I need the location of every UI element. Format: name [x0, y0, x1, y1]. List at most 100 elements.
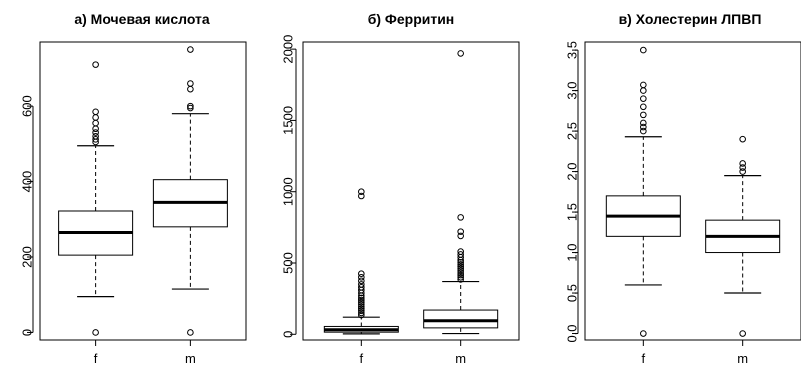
outlier-point: [358, 296, 365, 304]
y-tick-label: 2.0: [565, 163, 580, 181]
outlier-point: [358, 281, 365, 288]
y-tick-label: 2.5: [565, 122, 580, 140]
outlier-point: [640, 87, 647, 94]
outlier-point: [739, 330, 746, 337]
outlier-point: [358, 273, 365, 281]
y-tick-label: 0.0: [565, 324, 580, 342]
y-tick-label: 600: [20, 95, 35, 117]
y-tick-label: 200: [20, 246, 35, 268]
outlier-point: [640, 119, 647, 127]
outlier-point: [640, 46, 647, 54]
outlier-point: [457, 276, 464, 283]
chart-title: в) Холестерин ЛПВП: [619, 11, 762, 27]
outlier-point: [457, 258, 464, 266]
plot-frame: [302, 41, 520, 341]
plot-frame: [39, 41, 247, 341]
chart-panel-1: а) Мочевая кислота 0 200 400 600 f m: [20, 11, 247, 366]
outlier-point: [358, 192, 365, 200]
outlier-point: [358, 303, 365, 310]
outlier-point: [358, 307, 365, 315]
outlier-point: [92, 61, 99, 68]
outlier-point: [358, 305, 365, 312]
y-tick-label: 1.0: [565, 244, 580, 262]
outlier-point: [457, 248, 464, 255]
outlier-point: [358, 301, 365, 308]
outlier-point: [187, 85, 194, 93]
outlier-point: [640, 103, 647, 111]
outlier-point: [640, 111, 647, 119]
y-tick-label: 1.5: [565, 203, 580, 221]
outlier-point: [457, 263, 464, 270]
x-tick-label: m: [737, 351, 748, 366]
outlier-point: [187, 329, 194, 336]
outlier-point: [358, 294, 365, 302]
chart-title: а) Мочевая кислота: [74, 11, 210, 27]
outlier-point: [457, 273, 464, 281]
iqr-box: [423, 309, 499, 329]
boxplot-m: [152, 46, 228, 336]
outlier-point: [92, 125, 99, 133]
y-tick-label: 3.0: [565, 82, 580, 100]
outlier-point: [358, 270, 365, 277]
outlier-point: [457, 265, 464, 273]
outlier-point: [457, 267, 464, 275]
y-tick-label: 1500: [281, 106, 296, 135]
outlier-point: [457, 232, 464, 240]
y-tick-label: 1000: [281, 177, 296, 206]
x-tick-label: f: [94, 351, 98, 366]
boxplot-m: [705, 135, 781, 337]
outlier-point: [640, 330, 647, 337]
outlier-point: [640, 123, 647, 131]
outlier-point: [739, 164, 746, 171]
y-tick-label: 400: [20, 171, 35, 193]
outlier-point: [457, 261, 464, 268]
y-tick-label: 2000: [281, 35, 296, 64]
boxplot-f: [58, 61, 134, 336]
y-tick-label: 0.5: [565, 284, 580, 302]
outlier-point: [358, 298, 365, 306]
outlier-point: [187, 80, 194, 87]
chart-title: б) Ферритин: [368, 11, 455, 27]
plot-frame: [584, 41, 801, 341]
outlier-point: [358, 188, 365, 196]
outlier-point: [457, 251, 464, 258]
outlier-point: [92, 129, 99, 136]
outlier-point: [92, 133, 99, 140]
boxplot-f: [605, 46, 681, 337]
outlier-point: [187, 102, 194, 110]
outlier-point: [92, 329, 99, 336]
x-tick-label: f: [360, 351, 364, 366]
outlier-point: [457, 50, 464, 57]
outlier-point: [358, 277, 365, 285]
outlier-point: [358, 283, 365, 291]
outlier-point: [92, 136, 99, 143]
outlier-point: [358, 311, 365, 319]
outlier-point: [640, 95, 647, 102]
x-tick-label: f: [642, 351, 646, 366]
outlier-point: [92, 114, 99, 121]
outlier-point: [92, 108, 99, 116]
outlier-point: [457, 271, 464, 279]
outlier-point: [640, 127, 647, 135]
outlier-point: [457, 269, 464, 277]
outlier-point: [739, 168, 746, 175]
chart-panel-3: в) Холестерин ЛПВП 0.0 0.5 1.0 1.5 2.0 2.5 3.0 3…: [565, 11, 801, 366]
x-tick-label: m: [185, 351, 196, 366]
boxplot-f: [323, 188, 399, 335]
outlier-point: [739, 135, 746, 143]
outlier-point: [640, 81, 647, 89]
outlier-point: [457, 214, 464, 221]
y-tick-label: 500: [281, 252, 296, 274]
y-tick-label: 3.5: [565, 41, 580, 59]
outlier-point: [187, 46, 194, 53]
outlier-point: [739, 160, 746, 167]
outlier-point: [92, 119, 99, 127]
outlier-point: [187, 104, 194, 112]
x-tick-label: m: [455, 351, 466, 366]
boxplot-m: [423, 50, 499, 335]
outlier-point: [457, 228, 464, 235]
y-tick-label: 0: [20, 329, 35, 336]
outlier-point: [358, 309, 365, 317]
chart-panel-2: б) Ферритин 0 500 1000 1500 2000 f m: [281, 11, 520, 366]
